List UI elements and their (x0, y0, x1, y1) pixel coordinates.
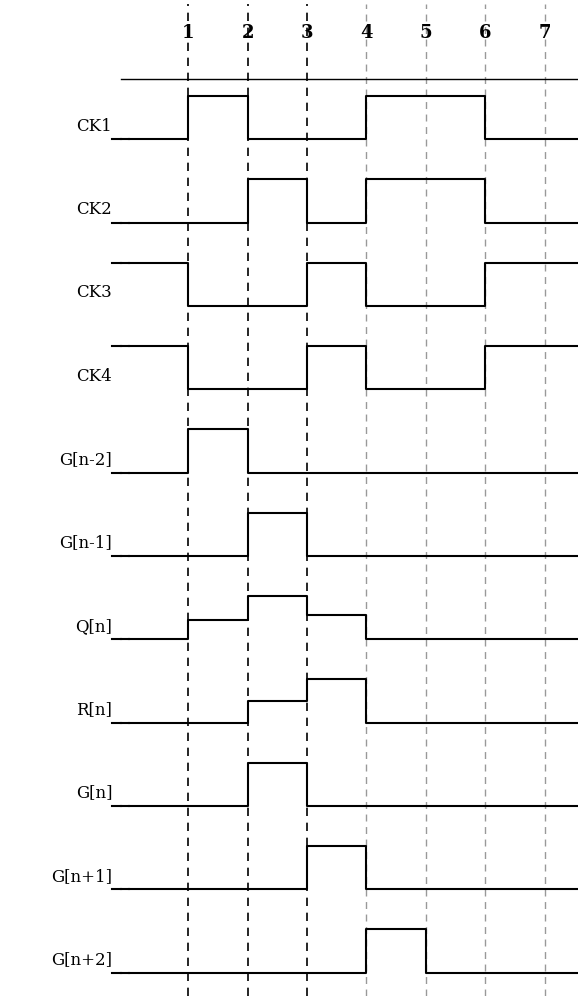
Text: Q[n]: Q[n] (76, 618, 112, 635)
Text: R[n]: R[n] (76, 701, 112, 718)
Text: 4: 4 (360, 24, 372, 42)
Text: 3: 3 (301, 24, 314, 42)
Text: G[n-2]: G[n-2] (59, 451, 112, 468)
Text: 2: 2 (242, 24, 254, 42)
Text: CK2: CK2 (76, 201, 112, 218)
Text: G[n+2]: G[n+2] (51, 951, 112, 968)
Text: CK4: CK4 (76, 368, 112, 385)
Text: 7: 7 (538, 24, 551, 42)
Text: G[n]: G[n] (76, 784, 112, 801)
Text: G[n+1]: G[n+1] (51, 868, 112, 885)
Text: CK1: CK1 (76, 118, 112, 135)
Text: 1: 1 (182, 24, 194, 42)
Text: 6: 6 (479, 24, 491, 42)
Text: G[n-1]: G[n-1] (59, 534, 112, 551)
Text: 5: 5 (420, 24, 432, 42)
Text: CK3: CK3 (76, 284, 112, 301)
